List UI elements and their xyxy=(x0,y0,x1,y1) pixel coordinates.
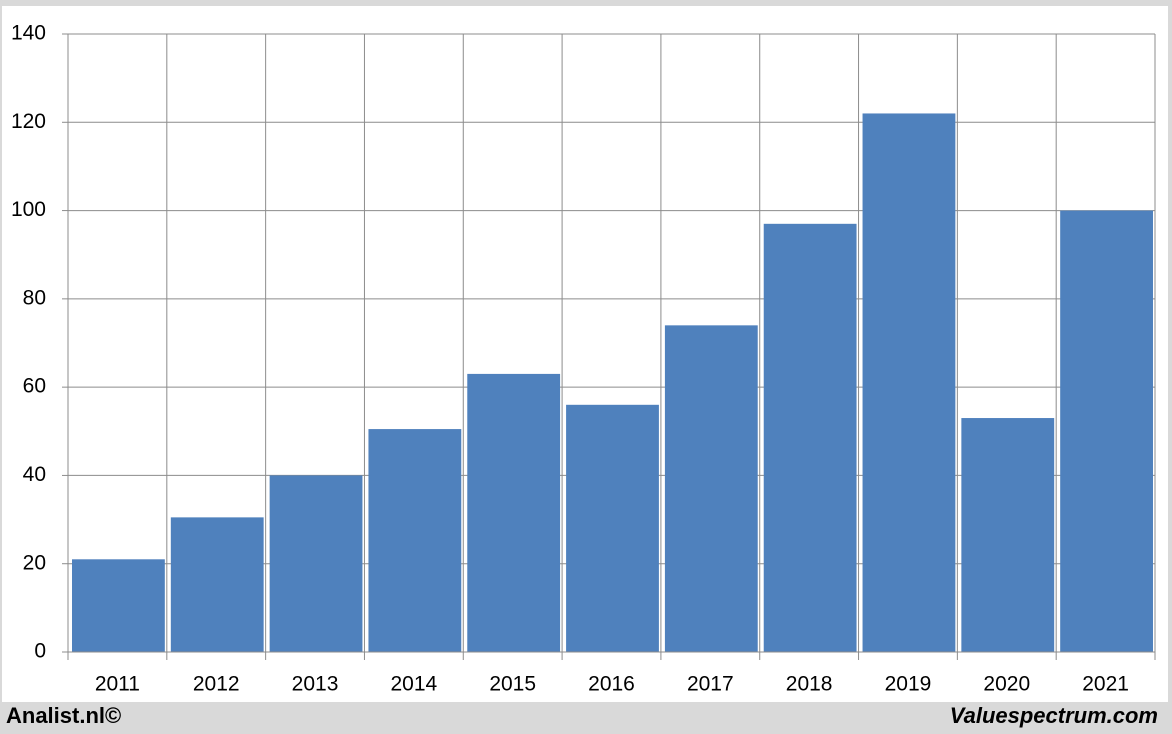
x-tick-label: 2021 xyxy=(1082,673,1129,696)
y-tick-label: 40 xyxy=(23,463,46,486)
bar xyxy=(1060,210,1153,653)
y-tick-label: 120 xyxy=(11,110,46,133)
x-tick-label: 2019 xyxy=(885,673,932,696)
y-tick-label: 60 xyxy=(23,375,46,398)
bar xyxy=(368,429,462,652)
y-tick-label: 20 xyxy=(23,551,46,574)
y-tick-label: 0 xyxy=(34,640,46,663)
x-tick-label: 2012 xyxy=(193,673,240,696)
y-tick-label: 140 xyxy=(11,22,46,45)
x-tick-label: 2020 xyxy=(983,673,1030,696)
x-tick-label: 2015 xyxy=(489,673,536,696)
x-tick-label: 2018 xyxy=(786,673,833,696)
x-tick-label: 2011 xyxy=(95,673,140,696)
bar xyxy=(862,113,956,652)
x-tick-label: 2017 xyxy=(687,673,734,696)
y-tick-label: 100 xyxy=(11,198,46,221)
bar xyxy=(269,475,363,652)
y-tick-label: 80 xyxy=(23,286,46,309)
footer-left: Analist.nl© xyxy=(6,703,121,728)
bar xyxy=(170,517,264,652)
x-tick-label: 2013 xyxy=(292,673,339,696)
bar xyxy=(763,223,857,653)
footer-right: Valuespectrum.com xyxy=(950,703,1158,728)
x-tick-label: 2016 xyxy=(588,673,635,696)
bar xyxy=(566,404,659,652)
bar xyxy=(961,418,1055,652)
bar xyxy=(664,325,758,652)
bar xyxy=(72,559,165,652)
x-tick-label: 2014 xyxy=(391,673,438,696)
bar xyxy=(467,373,561,652)
